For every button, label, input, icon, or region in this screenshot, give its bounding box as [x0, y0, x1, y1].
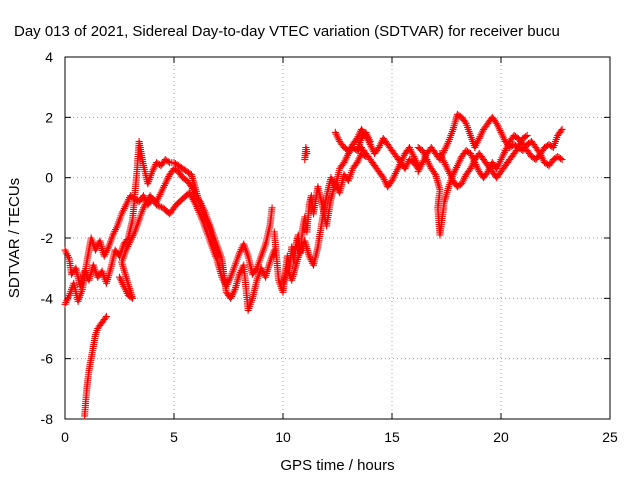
data-point [431, 169, 439, 177]
data-point [303, 150, 311, 158]
x-tick-label: 10 [275, 429, 291, 445]
series-track-4 [116, 189, 219, 302]
series-track-11 [414, 131, 566, 239]
data-point [154, 202, 162, 210]
series-track-9 [353, 144, 422, 191]
series-track-12 [436, 131, 531, 191]
series-track-2 [61, 165, 278, 314]
data-point [102, 312, 110, 320]
series-track-5 [270, 150, 370, 296]
x-tick-label: 0 [61, 429, 69, 445]
x-tick-label: 15 [384, 429, 400, 445]
data-point [557, 155, 565, 163]
y-tick-label: 0 [45, 170, 53, 186]
y-tick-label: -8 [41, 411, 54, 427]
data-point [558, 156, 566, 164]
data-point [156, 202, 164, 210]
y-axis-title: SDTVAR / TECUs [6, 178, 23, 298]
axis-ticks: 0 5 10 15 20 25 -8 -6 -4 -2 0 2 4 [41, 49, 618, 445]
y-tick-label: 2 [45, 109, 53, 125]
data-point [461, 118, 469, 126]
series-track-1 [61, 137, 276, 290]
data-point [558, 125, 566, 133]
data-point [164, 158, 172, 166]
x-axis-title: GPS time / hours [280, 457, 394, 474]
y-tick-label: -6 [41, 351, 54, 367]
data-point [268, 204, 276, 212]
data-point [523, 131, 531, 139]
y-tick-label: -2 [41, 230, 54, 246]
series-track-3 [81, 312, 110, 420]
x-tick-label: 25 [602, 429, 618, 445]
chart-title: Day 013 of 2021, Sidereal Day-to-day VTE… [14, 23, 560, 40]
data-point [101, 314, 109, 322]
x-tick-label: 5 [170, 429, 178, 445]
y-tick-label: 4 [45, 49, 53, 65]
data-point [153, 201, 161, 209]
series-track-7 [301, 144, 311, 164]
data-point [522, 132, 530, 140]
y-tick-label: -4 [41, 290, 54, 306]
x-tick-label: 20 [493, 429, 509, 445]
grid [65, 57, 610, 419]
data-point [191, 199, 199, 207]
data-points [61, 110, 566, 420]
data-point [557, 127, 565, 135]
series-track-6 [279, 128, 374, 287]
data-point [211, 252, 219, 260]
